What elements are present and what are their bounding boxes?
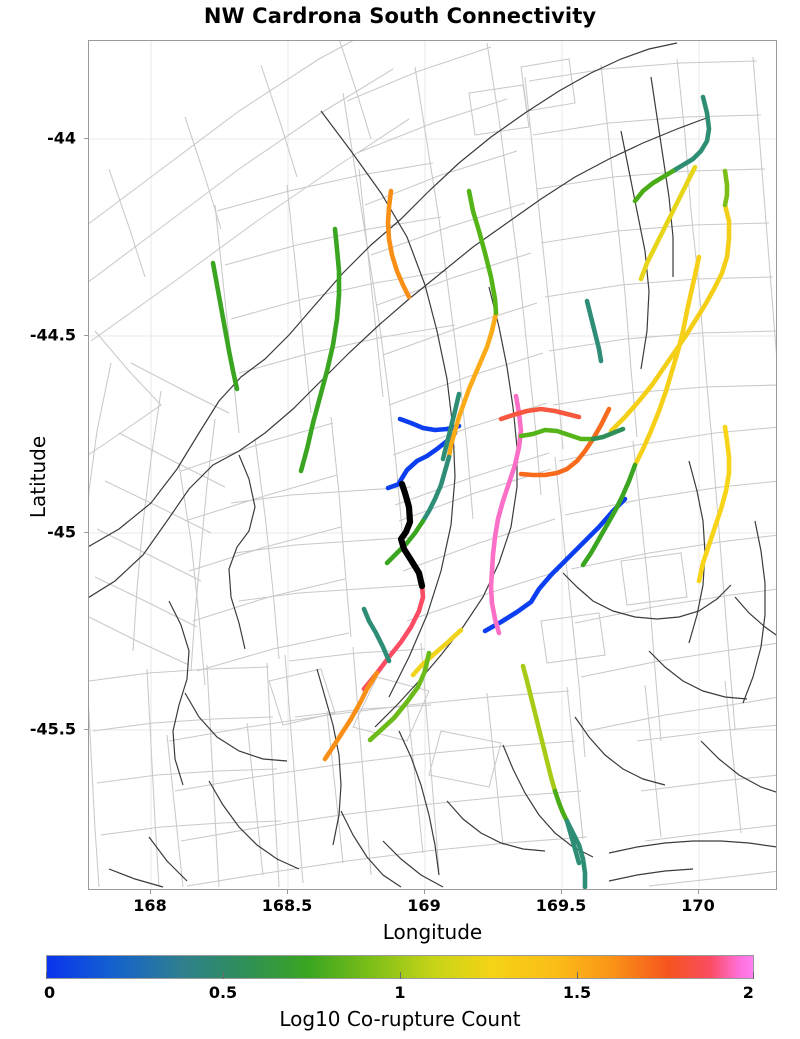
ytick-2: -45 (47, 522, 76, 542)
cbar-tick-mark-3 (577, 972, 578, 979)
cbar-tick-2: 1 (394, 983, 406, 1002)
trace-green-right-up[interactable] (580, 462, 638, 568)
trace-yellow-right-big[interactable] (608, 202, 732, 434)
source-fault-path[interactable] (397, 480, 426, 590)
xtick-0: 168 (133, 896, 167, 915)
xtick-mark-2 (424, 890, 425, 894)
xtick-mark-3 (561, 890, 562, 894)
trace-teal-right-top[interactable] (584, 298, 604, 364)
cbar-tick-1: 0.5 (208, 983, 238, 1002)
cbar-tick-mark-0 (46, 972, 47, 979)
trace-pink-center[interactable] (488, 393, 524, 636)
trace-orange-long-n[interactable] (446, 310, 499, 460)
page-title: NW Cardrona South Connectivity (203, 4, 597, 28)
ytick-0: -44 (47, 128, 76, 148)
fault-mesh-light (89, 41, 776, 888)
trace-green-left-long[interactable] (298, 226, 342, 474)
ytick-3: -45.5 (29, 719, 76, 739)
trace-green-top-n[interactable] (466, 188, 499, 316)
xtick-mark-1 (287, 890, 288, 894)
trace-green-ne[interactable] (632, 168, 676, 204)
trace-red-upper[interactable] (498, 406, 582, 422)
trace-yellow-right2[interactable] (696, 424, 732, 584)
ytick-1: -44.5 (29, 325, 76, 345)
trace-green-left-small[interactable] (210, 260, 240, 392)
source-fault-trace[interactable] (397, 480, 426, 590)
trace-green-right-mid[interactable] (518, 427, 596, 442)
ytick-mark-1 (84, 335, 88, 336)
xtick-mark-4 (698, 890, 699, 894)
xtick-mark-0 (150, 890, 151, 894)
x-axis-label: Longitude (382, 920, 483, 944)
trace-green-right-mid2[interactable] (590, 426, 626, 442)
trace-yellow-ne[interactable] (638, 164, 698, 282)
cbar-tick-0: 0 (44, 983, 56, 1002)
trace-yellow-right3[interactable] (632, 254, 702, 468)
trace-green-cen-low[interactable] (552, 788, 570, 824)
cbar-tick-4: 2 (742, 983, 754, 1002)
ytick-mark-2 (84, 532, 88, 533)
colorbar-label: Log10 Co-rupture Count (279, 1007, 521, 1031)
cbar-tick-mark-1 (223, 972, 224, 979)
trace-blue-tiny[interactable] (385, 481, 402, 491)
corupture-trace-group[interactable] (210, 94, 732, 889)
cbar-tick-3: 1.5 (562, 983, 592, 1002)
trace-teal-cen-branch[interactable] (564, 818, 582, 866)
xtick-3: 169.5 (535, 896, 587, 915)
trace-orange-southwest[interactable] (322, 670, 380, 762)
cbar-tick-mark-2 (400, 972, 401, 979)
trace-greenyellow-cen[interactable] (520, 663, 558, 794)
xtick-4: 170 (681, 896, 715, 915)
trace-green-low-teal[interactable] (384, 518, 426, 566)
trace-teal-midn[interactable] (420, 454, 452, 524)
trace-blue-diag[interactable] (482, 496, 628, 634)
colorbar-group: 0 0.5 1 1.5 2 Log10 Co-rupture Count (44, 955, 754, 1039)
map-plot-area[interactable] (88, 40, 777, 890)
trace-teal-short[interactable] (440, 391, 462, 462)
trace-yellow-short[interactable] (410, 627, 464, 678)
trace-teal-ne[interactable] (670, 94, 712, 174)
trace-red-south[interactable] (361, 583, 426, 692)
colorbar-gradient[interactable] (46, 955, 754, 979)
trace-orange-right1[interactable] (385, 188, 412, 300)
cbar-tick-mark-4 (753, 972, 754, 979)
xtick-2: 169 (407, 896, 441, 915)
map-svg (89, 41, 776, 889)
trace-green-right-top[interactable] (722, 168, 730, 208)
grid-lines (89, 41, 776, 889)
y-axis-label: Latitude (26, 435, 50, 519)
ytick-mark-0 (84, 138, 88, 139)
trace-orange-right2[interactable] (518, 406, 612, 478)
xtick-1: 168.5 (261, 896, 313, 915)
trace-green-long-sw[interactable] (367, 650, 432, 743)
trace-teal-small2[interactable] (361, 606, 392, 664)
ytick-mark-3 (84, 729, 88, 730)
